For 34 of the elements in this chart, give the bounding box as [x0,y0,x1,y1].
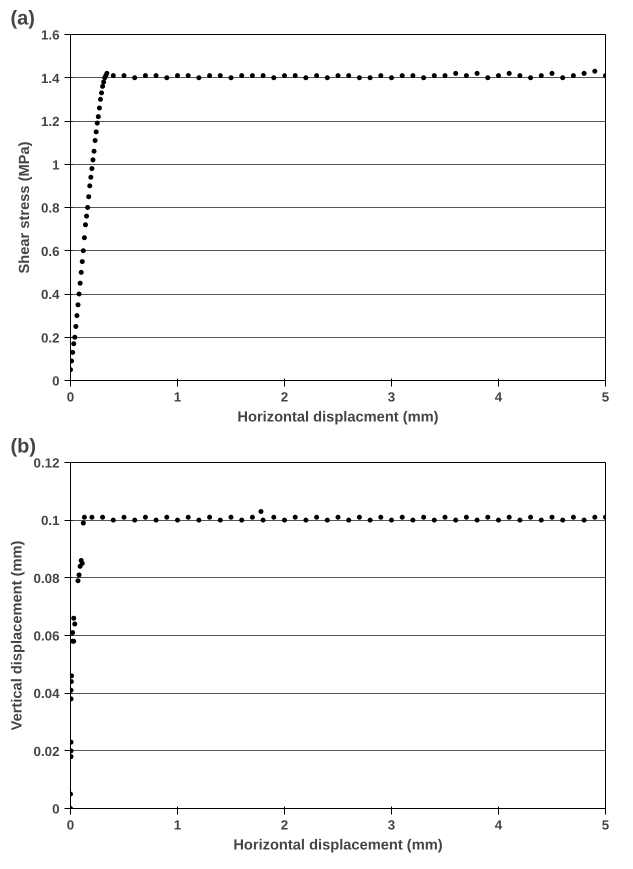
x-axis-title: Horizontal displacement (mm) [233,838,443,854]
x-tick-label: 3 [388,390,396,404]
y-tick-label: 0.02 [34,744,60,759]
x-tick-label: 0 [66,818,74,832]
y-tick-label: 0.08 [34,570,60,586]
y-tick-label: 0.04 [34,686,60,702]
y-axis-title: Vertical displacement (mm) [10,540,26,730]
x-tick-label: 1 [174,390,182,404]
chart-title: (a) [10,8,35,30]
x-tick-label: 2 [280,390,288,404]
y-axis-title: Shear stress (MPa) [16,141,33,274]
y-tick-label: 0.2 [40,330,60,346]
x-tick-label: 2 [280,818,288,832]
x-tick-label: 5 [602,390,610,404]
y-tick-label: 0.8 [40,200,60,216]
y-tick-label: 1.4 [40,70,60,86]
y-tick-label: 1.6 [40,28,60,42]
y-tick-label: 0 [52,374,60,388]
x-tick-label: 5 [602,818,610,832]
chart-title: (b) [10,436,36,458]
y-tick-label: 0.1 [40,513,60,528]
x-tick-label: 4 [494,818,503,832]
y-tick-label: 0 [52,802,60,816]
x-axis-title: Horizontal displacment (mm) [237,410,439,426]
x-tick-label: 3 [388,818,396,832]
y-tick-label: 1.2 [40,114,60,129]
x-tick-label: 0 [66,390,74,404]
y-tick-label: 0.6 [40,244,60,259]
y-tick-label: 1 [52,157,60,172]
y-tick-label: 0.06 [34,628,60,644]
y-tick-label: 0.12 [34,456,60,470]
x-tick-label: 4 [494,390,503,404]
x-tick-label: 1 [174,818,182,832]
y-tick-label: 0.4 [40,287,60,302]
